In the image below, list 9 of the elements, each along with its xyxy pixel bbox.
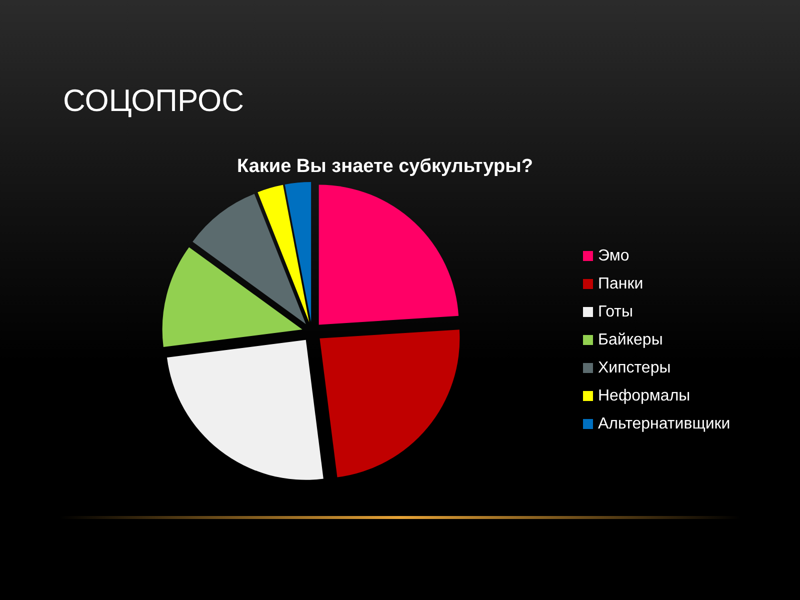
legend-label: Неформалы [598, 388, 690, 404]
chart-subtitle: Какие Вы знаете субкультуры? [237, 156, 533, 177]
legend-label: Готы [598, 304, 633, 320]
legend-label: Эмо [598, 248, 630, 264]
chart-title: СОЦОПРОС [63, 83, 244, 118]
legend-label: Байкеры [598, 332, 663, 348]
legend-label: Альтернативщики [598, 416, 730, 432]
legend-label: Хипстеры [598, 360, 671, 376]
legend-label: Панки [598, 276, 644, 292]
